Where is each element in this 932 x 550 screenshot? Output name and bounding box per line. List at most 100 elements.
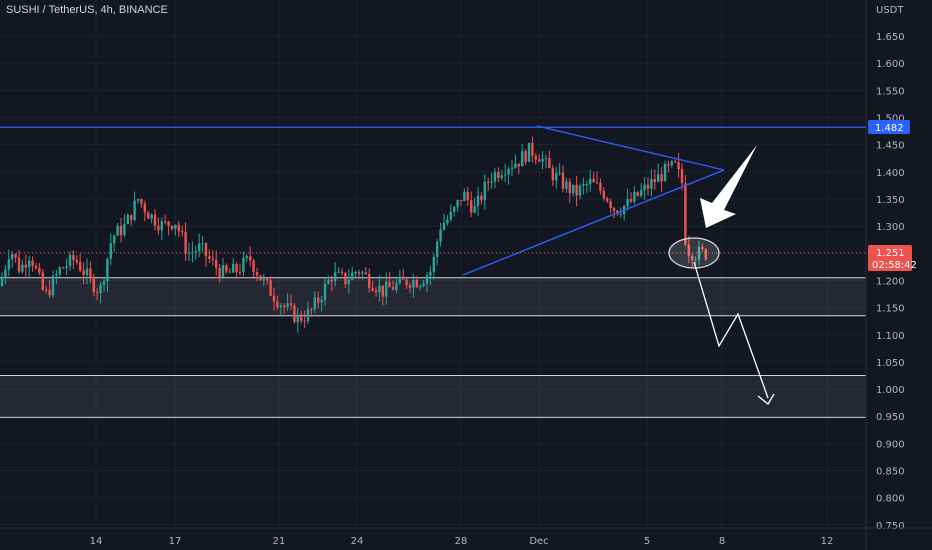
candle-body: [653, 179, 656, 183]
candle-body: [425, 275, 429, 284]
price-tick-label: 1.450: [876, 141, 905, 152]
candle-body: [636, 191, 639, 196]
price-tick-label: 1.550: [876, 86, 905, 97]
candle-body: [419, 286, 422, 288]
candle-body: [674, 161, 677, 163]
breakdown-arrow-icon[interactable]: [700, 145, 757, 228]
price-tick-label: 1.500: [876, 113, 905, 124]
support-zone[interactable]: [0, 277, 866, 316]
candle-body: [602, 190, 605, 199]
candle-body: [701, 246, 704, 249]
candle-body: [650, 179, 653, 189]
candle-body: [612, 208, 616, 211]
price-tick-label: 1.650: [876, 32, 905, 43]
candle-body: [626, 199, 629, 206]
support-zones: [0, 277, 866, 418]
candle-body: [106, 258, 109, 282]
candle-body: [303, 320, 306, 322]
candle-body: [92, 276, 95, 293]
candle-body: [643, 184, 646, 191]
candle-body: [490, 181, 493, 183]
candle-body: [606, 198, 609, 202]
candle-body: [646, 184, 650, 189]
candle-body: [415, 279, 418, 288]
candle-body: [439, 229, 442, 242]
candle-body: [102, 281, 106, 285]
candle-body: [330, 279, 333, 282]
candle-body: [633, 191, 636, 202]
candle-body: [317, 297, 320, 303]
candle-body: [585, 183, 588, 185]
candle-body: [28, 260, 31, 268]
candle-body: [11, 254, 14, 260]
candle-body: [432, 256, 435, 272]
candle-body: [75, 259, 78, 263]
candle-body: [259, 275, 262, 281]
price-axis[interactable]: 1.650 1.600 1.550 1.500 1.450 1.400 1.350 1.300…: [865, 0, 905, 550]
candle-body: [109, 243, 112, 259]
candle-body: [521, 151, 524, 167]
candle-body: [412, 279, 415, 288]
price-axis-currency: USDT: [876, 5, 904, 16]
triangle-lower-line[interactable]: [462, 169, 725, 276]
candle-body: [4, 269, 7, 279]
candle-body: [398, 276, 401, 284]
candle-body: [211, 258, 214, 260]
candle-body: [578, 185, 582, 196]
time-tick-label: 24: [351, 536, 364, 547]
candle-body: [235, 264, 238, 272]
candle-body: [561, 172, 565, 189]
candle-body: [364, 272, 367, 275]
candle-body: [167, 221, 170, 226]
candle-body: [79, 262, 82, 271]
time-axis[interactable]: 14 17 21 24 28 Dec 5 8 12: [0, 527, 932, 547]
last-price-badge: 1.251 02:58:42: [868, 245, 917, 271]
candle-body: [660, 174, 663, 182]
candle-body: [41, 272, 44, 290]
support-zone[interactable]: [0, 375, 866, 418]
breakdown-highlight-circle[interactable]: [668, 237, 720, 269]
projected-path-line[interactable]: [693, 261, 769, 399]
candle-body: [283, 305, 286, 307]
candle-body: [320, 299, 323, 303]
candle-body: [323, 283, 327, 300]
candle-body: [657, 174, 660, 183]
candle-body: [99, 284, 102, 293]
candle-body: [68, 254, 72, 267]
candle-body: [201, 243, 204, 245]
candle-body: [480, 195, 483, 201]
candle-body: [442, 223, 446, 230]
candle-body: [337, 271, 340, 273]
candle-body: [385, 281, 388, 297]
candle-body: [208, 256, 211, 259]
candle-body: [663, 163, 667, 182]
candle-body: [476, 195, 480, 207]
candle-body: [680, 169, 684, 184]
candle-body: [487, 181, 490, 183]
candle-body: [524, 151, 527, 162]
candle-body: [218, 267, 221, 278]
candlestick-series: [0, 136, 707, 333]
candle-body: [310, 309, 313, 311]
candle-body: [228, 271, 231, 273]
candle-body: [351, 272, 354, 280]
candle-body: [255, 271, 259, 276]
candle-body: [296, 314, 299, 323]
candle-body: [140, 199, 143, 204]
candle-body: [609, 201, 612, 209]
symbol-legend[interactable]: SUSHI / TetherUS, 4h, BINANCE: [6, 4, 168, 16]
candle-body: [531, 142, 534, 156]
triangle-upper-line[interactable]: [536, 125, 725, 171]
candle-body: [514, 163, 517, 168]
candle-body: [85, 268, 89, 275]
candle-body: [694, 259, 697, 261]
candle-body: [55, 274, 58, 276]
time-tick-label: 17: [169, 536, 182, 547]
price-tick-label: 0.900: [876, 439, 905, 450]
candle-body: [555, 173, 558, 181]
candle-body: [538, 159, 541, 162]
candle-body: [429, 271, 432, 276]
candle-body: [306, 309, 310, 322]
